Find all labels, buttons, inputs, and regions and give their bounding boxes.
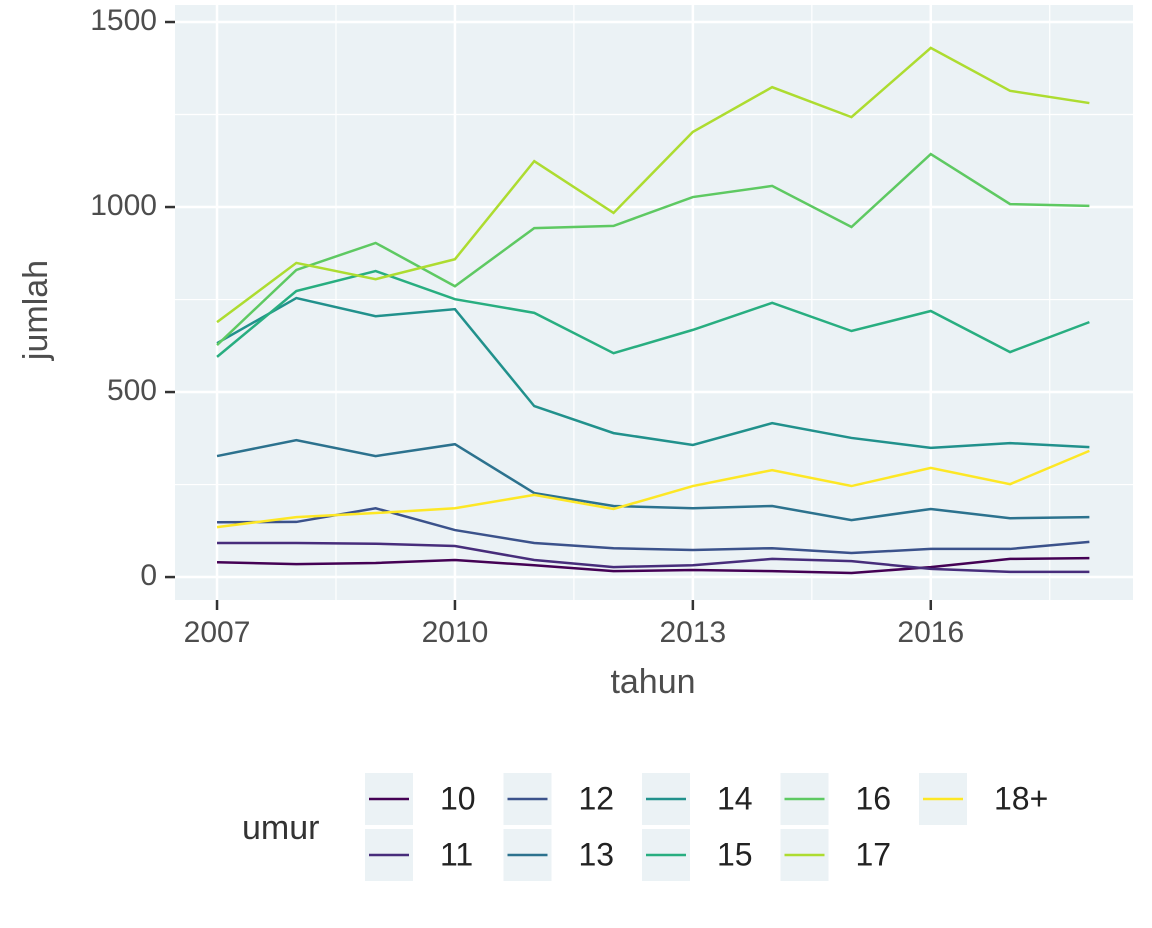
series-line bbox=[217, 506, 1090, 555]
legend-label: 11 bbox=[440, 836, 473, 872]
legend-label: 15 bbox=[717, 836, 753, 872]
legend-label: 17 bbox=[856, 836, 892, 872]
y-tick-label: 1000 bbox=[90, 189, 157, 222]
y-tick-label: 500 bbox=[107, 374, 157, 407]
legend-label: 13 bbox=[579, 836, 615, 872]
panel bbox=[175, 5, 1133, 600]
legend-title: umur bbox=[242, 809, 319, 847]
x-tick-label: 2010 bbox=[422, 616, 489, 649]
y-axis-title: jumlah bbox=[17, 260, 55, 361]
series-line bbox=[216, 46, 1090, 324]
x-axis-title: tahun bbox=[610, 663, 695, 701]
x-tick-label: 2007 bbox=[184, 616, 251, 649]
x-tick-label: 2016 bbox=[897, 616, 964, 649]
series-line bbox=[216, 296, 1090, 450]
series-line bbox=[216, 449, 1090, 529]
y-tick-label: 0 bbox=[140, 559, 157, 592]
series-line bbox=[217, 541, 1090, 574]
series-line bbox=[216, 152, 1090, 346]
y-tick-label: 1500 bbox=[90, 4, 157, 37]
x-tick-label: 2013 bbox=[659, 616, 726, 649]
plot: 0 500 1000 1500 2007 2010 2013 2016 bbox=[90, 4, 1133, 649]
series-line bbox=[216, 438, 1090, 522]
legend-label: 12 bbox=[579, 780, 615, 816]
legend-label: 18+ bbox=[994, 780, 1048, 816]
legend: 10 11 12 13 14 15 16 17 18+ bbox=[365, 773, 1048, 881]
legend-label: 16 bbox=[856, 780, 892, 816]
legend-label: 10 bbox=[440, 780, 476, 816]
series-line bbox=[217, 556, 1090, 575]
series-line bbox=[216, 269, 1090, 358]
legend-label: 14 bbox=[717, 780, 753, 816]
